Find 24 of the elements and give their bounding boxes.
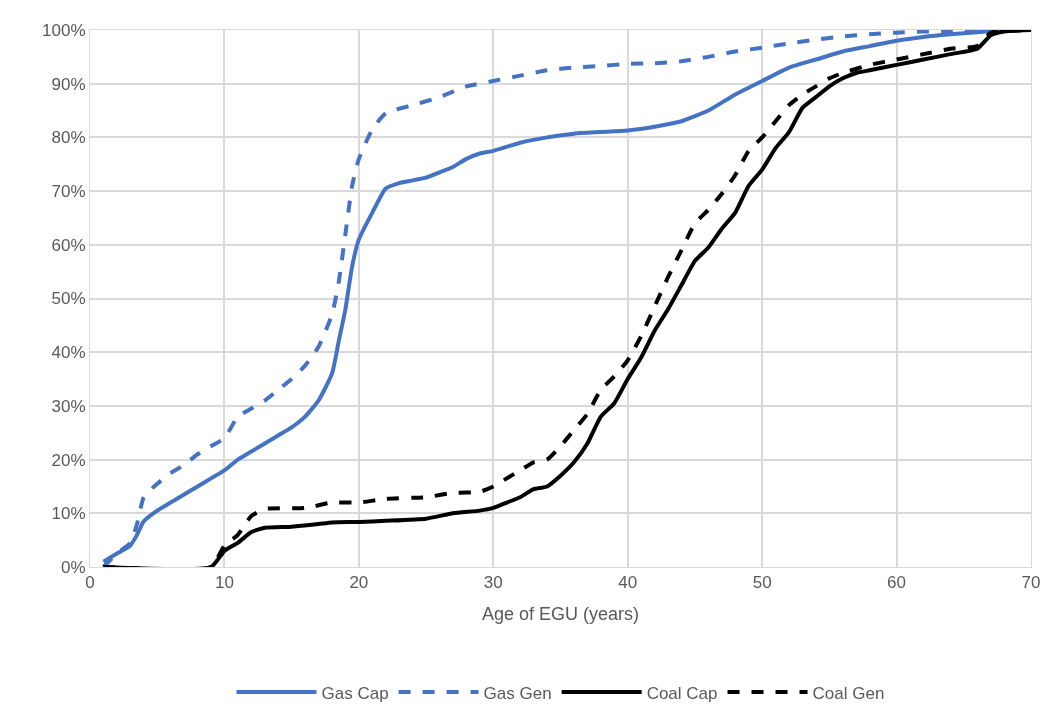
legend-label: Coal Gen — [812, 683, 885, 703]
x-tick-label: 10 — [214, 573, 234, 593]
x-tick-label: 50 — [752, 573, 772, 593]
y-tick-label: 10% — [51, 504, 86, 524]
y-tick-label: 40% — [51, 343, 86, 363]
y-tick-label: 50% — [51, 289, 86, 309]
x-tick-label: 70 — [1021, 573, 1041, 593]
legend-label: Coal Cap — [646, 683, 718, 703]
y-tick-label: 90% — [51, 74, 86, 94]
y-tick-label: 70% — [51, 182, 86, 202]
legend-label: Gas Cap — [321, 683, 389, 703]
legend-label: Gas Gen — [483, 683, 552, 703]
y-tick-label: 60% — [51, 235, 86, 255]
x-tick-label: 20 — [349, 573, 369, 593]
x-tick-label: 60 — [887, 573, 907, 593]
x-tick-label: 0 — [85, 573, 95, 593]
x-tick-label: 30 — [483, 573, 503, 593]
y-tick-label: 100% — [42, 20, 86, 40]
x-tick-label: 40 — [618, 573, 638, 593]
y-tick-label: 20% — [51, 450, 86, 470]
x-axis-title: Age of EGU (years) — [481, 603, 640, 624]
y-tick-label: 0% — [61, 557, 86, 577]
y-tick-label: 80% — [51, 128, 86, 148]
y-tick-label: 30% — [51, 396, 86, 416]
